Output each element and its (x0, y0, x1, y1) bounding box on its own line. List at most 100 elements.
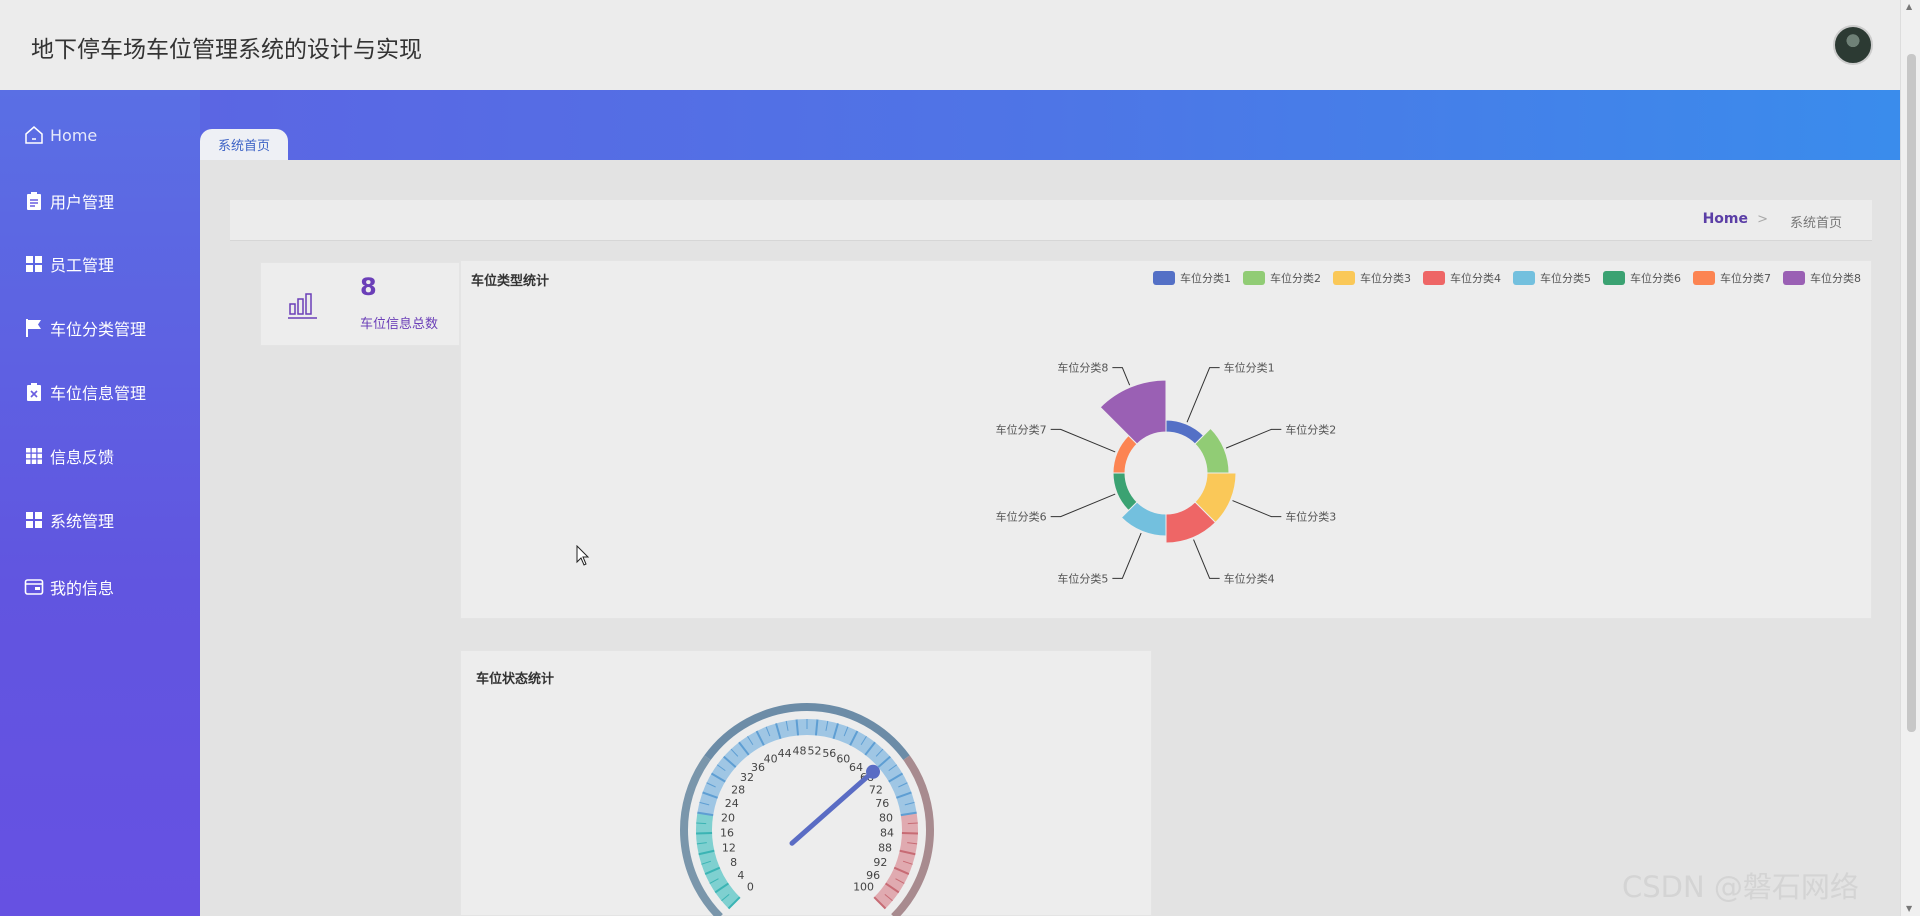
gauge-outer-band (704, 703, 910, 761)
gauge-tick (907, 822, 918, 825)
legend-label: 车位分类4 (1450, 272, 1501, 285)
stat-card-total-spaces: 8 车位信息总数 (260, 262, 460, 346)
pie-slice-label: 车位分类5 (1057, 571, 1108, 585)
sidebar-item-user-management[interactable]: 用户管理 (24, 188, 114, 214)
sidebar-item-staff-management[interactable]: 员工管理 (24, 251, 114, 277)
gauge-tick (904, 801, 915, 806)
gauge-tick (843, 726, 849, 737)
gauge-tick (884, 893, 893, 902)
legend-label: 车位分类5 (1540, 272, 1591, 285)
pie-slice-label: 车位分类2 (1285, 422, 1336, 436)
gauge-tick (900, 811, 917, 817)
clipboard-x-icon (27, 383, 41, 401)
pie-slice-label: 车位分类3 (1285, 510, 1336, 524)
legend-item[interactable]: 车位分类2 (1243, 270, 1321, 286)
gauge-tick-label: 60 (836, 753, 850, 766)
gauge-tick-label: 8 (730, 856, 737, 869)
scroll-thumb[interactable] (1907, 54, 1916, 732)
gauge-tick (873, 896, 887, 910)
legend-label: 车位分类8 (1810, 272, 1861, 285)
legend-item[interactable]: 车位分类7 (1693, 270, 1771, 286)
sidebar-item-home[interactable]: Home (24, 122, 97, 148)
legend-label: 车位分类2 (1270, 272, 1321, 285)
gauge-needle-cap (866, 764, 881, 779)
gauge-tick (710, 772, 726, 783)
gauge-tick (849, 730, 859, 746)
legend-swatch (1423, 271, 1445, 285)
scroll-down-icon[interactable]: ▼ (1906, 904, 1913, 913)
pie-slice[interactable] (1099, 379, 1167, 445)
flag-icon (26, 319, 41, 337)
gauge-tick (895, 878, 905, 884)
pie-slice[interactable] (1112, 472, 1138, 512)
gauge-tick (896, 791, 912, 799)
page-scrollbar[interactable]: ▲ ▼ (1900, 0, 1920, 916)
chart-legend: 车位分类1 车位分类2 车位分类3 车位分类4 车位分类5 车位分类6 车位分类… (1153, 270, 1861, 286)
legend-item[interactable]: 车位分类5 (1513, 270, 1591, 286)
gauge-tick (696, 831, 713, 835)
legend-item[interactable]: 车位分类6 (1603, 270, 1681, 286)
space-type-pie-chart: 车位分类1 车位分类2 车位分类3 车位分类4 车位分类5 车位分类6 车位分类7 车位分类8 (996, 361, 1337, 586)
gauge-tick-label: 40 (764, 753, 778, 766)
pie-slice[interactable] (1112, 434, 1138, 474)
legend-label: 车位分类7 (1720, 272, 1771, 285)
user-avatar[interactable] (1833, 25, 1873, 65)
pie-slice[interactable] (1165, 419, 1205, 445)
breadcrumb-current: 系统首页 (1789, 216, 1842, 231)
legend-label: 车位分类6 (1630, 272, 1681, 285)
sidebar-item-label: 车位信息管理 (50, 384, 147, 403)
gauge-tick (825, 720, 829, 731)
gauge-needle (789, 769, 876, 846)
gauge-tick-label: 84 (880, 827, 894, 840)
sidebar-item-space-info-management[interactable]: 车位信息管理 (24, 379, 146, 405)
gauge-tick-label: 92 (873, 856, 887, 869)
sidebar-item-label: 员工管理 (50, 256, 115, 275)
chart-title: 车位类型统计 (471, 274, 550, 289)
legend-item[interactable]: 车位分类3 (1333, 270, 1411, 286)
sidebar-item-space-category-management[interactable]: 车位分类管理 (24, 315, 146, 341)
gauge-tick (709, 878, 719, 884)
sidebar-item-label: 车位分类管理 (50, 320, 147, 339)
sidebar-item-label: Home (50, 125, 98, 145)
pie-slice-label: 车位分类6 (996, 510, 1047, 524)
gauge-tick (747, 736, 754, 745)
sidebar-item-label: 用户管理 (50, 193, 115, 212)
sidebar-item-system-management[interactable]: 系统管理 (24, 507, 114, 533)
legend-label: 车位分类3 (1360, 272, 1411, 285)
gauge-tick (765, 726, 771, 737)
legend-swatch (1243, 271, 1265, 285)
home-icon (25, 126, 43, 144)
tab-home[interactable]: 系统首页 (200, 129, 288, 160)
top-bar: 地下停车场车位管理系统的设计与实现 (0, 0, 1900, 90)
legend-item[interactable]: 车位分类4 (1423, 270, 1501, 286)
scroll-up-icon[interactable]: ▲ (1906, 2, 1913, 11)
sidebar: Home 用户管理 员工管理 车位分类管理 车位信息管理 信息反馈 系统管理 我… (0, 90, 200, 916)
legend-swatch (1333, 271, 1355, 285)
gauge-tick (714, 882, 729, 894)
gauge-tick (888, 764, 898, 772)
breadcrumb-separator: > (1757, 212, 1768, 227)
breadcrumb-home-link[interactable]: Home (1702, 211, 1748, 227)
gauge-tick (730, 748, 739, 757)
legend-swatch (1513, 271, 1535, 285)
legend-swatch (1783, 271, 1805, 285)
gauge-tick (785, 720, 789, 731)
legend-item[interactable]: 车位分类1 (1153, 270, 1231, 286)
pie-label-line (1112, 532, 1142, 579)
gauge-tick (702, 791, 718, 799)
gauge-tick-label: 100 (853, 881, 874, 894)
header-banner (200, 90, 1900, 160)
mouse-cursor-icon (576, 545, 590, 566)
gauge-tick-label: 52 (808, 744, 822, 757)
stat-value: 8 (360, 273, 377, 301)
gauge-tick (885, 882, 900, 894)
sidebar-item-my-info[interactable]: 我的信息 (24, 574, 114, 600)
pie-label-line (1225, 428, 1282, 449)
gauge-tick-label: 20 (721, 811, 735, 824)
legend-item[interactable]: 车位分类8 (1783, 270, 1861, 286)
sidebar-item-feedback[interactable]: 信息反馈 (24, 443, 114, 469)
gauge-tick (832, 723, 839, 740)
gauge-tick (721, 893, 730, 902)
gauge-outer-band (680, 755, 723, 916)
gauge-tick (738, 741, 750, 756)
